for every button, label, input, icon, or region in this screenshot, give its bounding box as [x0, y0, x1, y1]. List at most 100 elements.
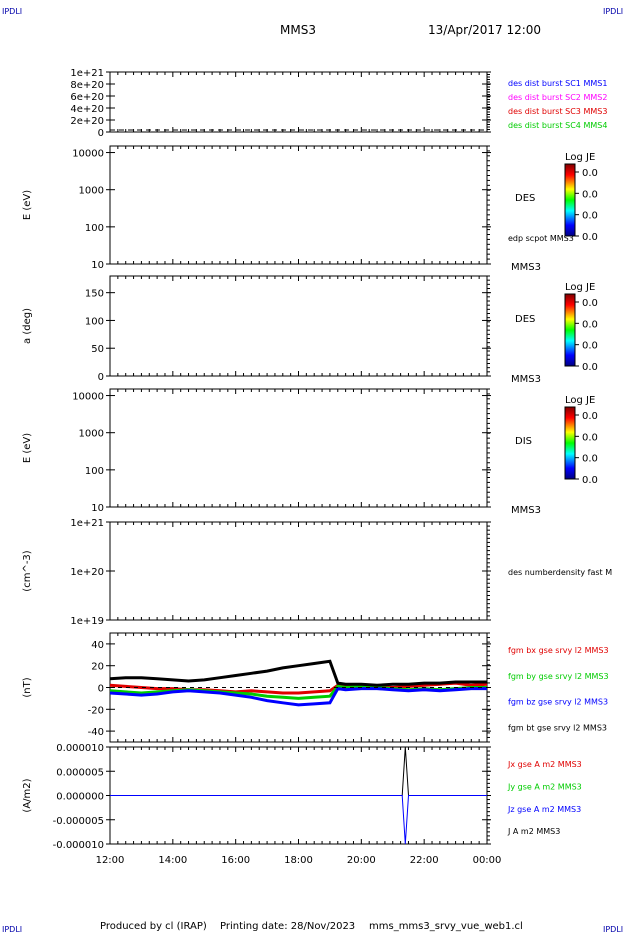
spacecraft-label: MMS3 — [511, 262, 541, 273]
series-line — [110, 795, 487, 845]
y-tick-label: -0.000010 — [53, 840, 104, 851]
y-tick-label: 0.000005 — [56, 767, 104, 778]
colorbar-title: Log JE — [565, 282, 595, 293]
time-tick-label: 14:00 — [158, 855, 187, 866]
y-axis-label: (nT) — [22, 677, 33, 697]
colorbar-tick-label: 0.0 — [582, 189, 598, 200]
colorbar-tick-label: 0.0 — [582, 475, 598, 486]
y-tick-label: 0 — [98, 684, 104, 695]
y-tick-label: 1000 — [79, 186, 104, 197]
colorbar-tick-label: 0.0 — [582, 319, 598, 330]
instrument-label: DIS — [515, 436, 532, 447]
overlay-label: edp scpot MMS3 — [508, 234, 574, 243]
y-axis-label: E (eV) — [22, 190, 33, 220]
colorbar — [564, 293, 576, 367]
legend-entry: Jz gse A m2 MMS3 — [507, 805, 581, 814]
y-tick-label: 4e+20 — [70, 104, 104, 115]
series-line — [109, 681, 488, 695]
y-tick-label: 0.000010 — [56, 743, 104, 754]
spacecraft-title: MMS3 — [280, 23, 316, 37]
y-tick-label: 8e+20 — [70, 80, 104, 91]
footer-filename: mms_mms3_srvy_vue_web1.cl — [369, 921, 523, 932]
y-tick-label: 50 — [91, 344, 104, 355]
legend-entry: fgm bz gse srvy l2 MMS3 — [508, 698, 608, 707]
colorbar-tick-label: 0.0 — [582, 454, 598, 465]
colorbar-tick-label: 0.0 — [582, 298, 598, 309]
panel-p5: 1e+21 1e+20 1e+19 (cm^-3) des numberdensity … — [22, 518, 612, 627]
colorbar — [564, 406, 576, 480]
panel-p6: 40 20 0 -20 -40 (nT) fgm bx gse srvy l2 MMS3 fg… — [22, 632, 609, 743]
corner-label-bottom-left: IPDLI — [2, 925, 22, 934]
corner-label-bottom-right: IPDLI — [603, 925, 623, 934]
panel-p3: 150 100 50 0 a (deg) DES MMS3 Log JE 0.0 0.0 0.0 0.… — [22, 275, 598, 385]
time-tick-label: 20:00 — [347, 855, 376, 866]
colorbar-tick-label: 0.0 — [582, 341, 598, 352]
time-tick-label: 00:00 — [473, 855, 502, 866]
panel-p4: 10000 1000 100 10 E (eV) DIS MMS3 Log JE 0.0 0.0 0… — [22, 388, 598, 516]
colorbar-tick-label: 0.0 — [582, 168, 598, 179]
y-tick-label: 0.000000 — [56, 792, 104, 803]
series-line — [109, 659, 487, 687]
y-tick-label: 100 — [85, 223, 104, 234]
corner-label-top-left: IPDLI — [2, 7, 22, 16]
y-tick-label: 10000 — [72, 149, 104, 160]
legend-entry: Jy gse A m2 MMS3 — [507, 782, 582, 791]
colorbar-tick-label: 0.0 — [582, 411, 598, 422]
legend-entry: des dist burst SC3 MMS3 — [508, 107, 607, 116]
y-axis-label: (A/m2) — [22, 778, 33, 812]
corner-label-top-right: IPDLI — [603, 7, 623, 16]
panel-p7: 0.000010 0.000005 0.000000 -0.000005 -0.0000… — [22, 743, 582, 851]
y-tick-label: 1e+21 — [70, 68, 104, 79]
instrument-label: DES — [515, 193, 535, 204]
time-tick-label: 16:00 — [221, 855, 250, 866]
y-tick-label: -20 — [88, 705, 104, 716]
panel-frame — [109, 145, 488, 265]
legend-entry: des numberdensity fast M — [508, 568, 612, 577]
y-tick-label: 1e+19 — [70, 616, 104, 627]
panel-frame — [109, 275, 488, 377]
instrument-label: DES — [515, 314, 535, 325]
panel-p2: 10000 1000 100 10 E (eV) DES edp scpot MMS3 MMS… — [22, 145, 598, 273]
y-tick-label: 6e+20 — [70, 92, 104, 103]
legend-entry: J A m2 MMS3 — [507, 827, 560, 836]
y-axis-label: E (eV) — [22, 433, 33, 463]
colorbar-tick-label: 0.0 — [582, 362, 598, 373]
y-tick-label: 20 — [91, 662, 104, 673]
y-tick-label: -40 — [88, 727, 104, 738]
colorbar-tick-label: 0.0 — [582, 211, 598, 222]
y-tick-label: 0 — [98, 372, 104, 383]
footer-printing-date: Printing date: 28/Nov/2023 — [220, 921, 355, 932]
colorbar-title: Log JE — [565, 395, 595, 406]
legend-entry: fgm bt gse srvy l2 MMS3 — [508, 723, 607, 732]
y-tick-label: 0 — [98, 128, 104, 139]
y-tick-label: 1000 — [79, 429, 104, 440]
footer-produced-by: Produced by cl (IRAP) — [100, 921, 207, 932]
y-axis-label: (cm^-3) — [22, 550, 33, 591]
y-tick-label: 100 — [85, 316, 104, 327]
legend-entry: des dist burst SC1 MMS1 — [508, 79, 607, 88]
legend-entry: fgm by gse srvy l2 MMS3 — [508, 672, 609, 681]
series-line — [110, 746, 487, 796]
y-tick-label: 1e+20 — [70, 567, 104, 578]
datetime-title: 13/Apr/2017 12:00 — [428, 23, 541, 37]
panel-frame — [109, 71, 488, 133]
colorbar-tick-label: 0.0 — [582, 232, 598, 243]
time-axis: 12:00 14:00 16:00 18:00 20:00 22:00 00:00 — [96, 855, 502, 866]
y-tick-label: 10000 — [72, 392, 104, 403]
y-tick-label: 2e+20 — [70, 116, 104, 127]
y-tick-label: 10 — [91, 503, 104, 514]
y-tick-label: -0.000005 — [53, 816, 104, 827]
legend-entry: des dist burst SC2 MMS2 — [508, 93, 607, 102]
legend-entry: Jx gse A m2 MMS3 — [507, 760, 582, 769]
panel-frame — [109, 388, 488, 508]
y-axis-label: a (deg) — [22, 308, 33, 344]
legend-entry: fgm bx gse srvy l2 MMS3 — [508, 646, 609, 655]
time-tick-label: 12:00 — [96, 855, 125, 866]
legend-entry: des dist burst SC4 MMS4 — [508, 121, 607, 130]
colorbar — [564, 163, 576, 237]
y-tick-label: 1e+21 — [70, 518, 104, 529]
series-line — [109, 686, 487, 707]
